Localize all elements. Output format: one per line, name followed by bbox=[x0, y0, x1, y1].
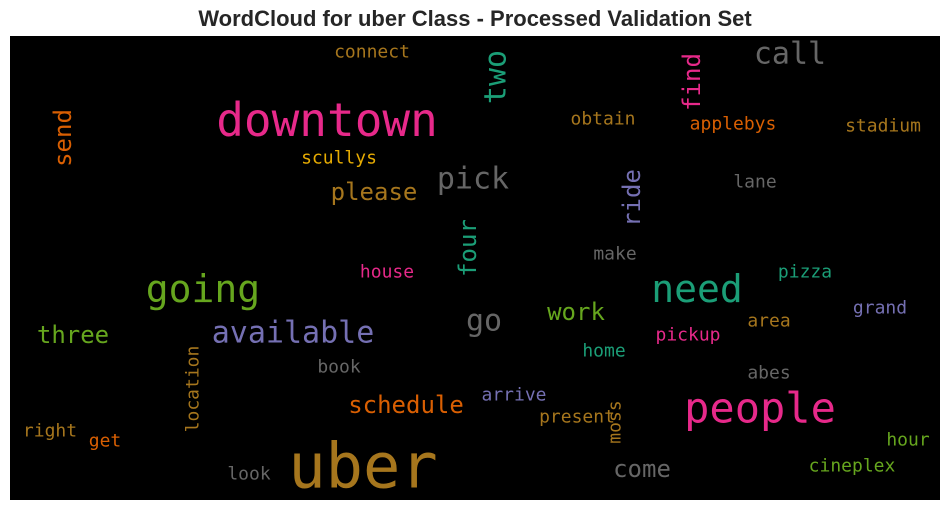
word-lane: lane bbox=[733, 172, 776, 193]
word-arrive: arrive bbox=[481, 385, 546, 406]
word-look: look bbox=[227, 464, 271, 485]
word-abes: abes bbox=[747, 363, 790, 384]
word-pizza: pizza bbox=[778, 262, 832, 283]
word-pickup: pickup bbox=[655, 325, 720, 346]
word-stadium: stadium bbox=[845, 116, 921, 137]
word-available: available bbox=[212, 316, 375, 351]
word-get: get bbox=[89, 431, 122, 452]
word-pick: pick bbox=[437, 162, 509, 197]
word-home: home bbox=[582, 341, 625, 362]
word-make: make bbox=[593, 244, 636, 265]
word-need: need bbox=[651, 267, 743, 311]
word-obtain: obtain bbox=[570, 109, 635, 130]
word-house: house bbox=[360, 262, 414, 283]
wordcloud-canvas: uber downtown people need going available pick… bbox=[10, 36, 940, 500]
word-hour: hour bbox=[886, 430, 930, 451]
word-area: area bbox=[747, 311, 790, 332]
word-four: four bbox=[454, 219, 482, 277]
word-come: come bbox=[613, 455, 671, 483]
word-applebys: applebys bbox=[690, 114, 777, 135]
word-present: present bbox=[539, 407, 615, 428]
word-going: going bbox=[146, 267, 260, 311]
word-connect: connect bbox=[334, 42, 410, 63]
word-send: send bbox=[49, 109, 77, 167]
word-find: find bbox=[678, 53, 706, 111]
wordcloud-svg: uber downtown people need going available pick… bbox=[23, 37, 930, 501]
word-grand: grand bbox=[853, 298, 907, 319]
word-people: people bbox=[684, 384, 836, 433]
word-go: go bbox=[466, 304, 502, 339]
word-work: work bbox=[547, 298, 605, 326]
word-ride: ride bbox=[618, 169, 646, 227]
word-please: please bbox=[331, 178, 418, 206]
word-schedule: schedule bbox=[348, 391, 464, 419]
chart-title: WordCloud for uber Class - Processed Val… bbox=[198, 6, 752, 31]
word-book: book bbox=[317, 357, 361, 378]
word-uber: uber bbox=[288, 430, 437, 501]
word-three: three bbox=[37, 321, 109, 349]
word-moss: moss bbox=[605, 400, 626, 443]
word-downtown: downtown bbox=[216, 93, 438, 147]
word-cineplex: cineplex bbox=[809, 456, 896, 477]
word-right: right bbox=[23, 421, 77, 442]
word-location: location bbox=[183, 346, 204, 433]
word-scullys: scullys bbox=[301, 148, 377, 169]
word-two: two bbox=[479, 50, 514, 104]
word-call: call bbox=[754, 37, 826, 72]
